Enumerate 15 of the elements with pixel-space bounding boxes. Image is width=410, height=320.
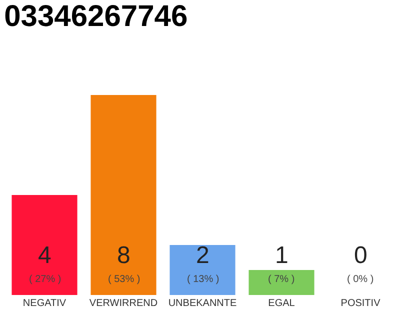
data-label: 1 ( 7% ) [268,242,295,285]
chart-title: 03346267746 [4,0,188,33]
x-tick-label: POSITIV [340,298,381,309]
x-tick-label: VERWIRREND [89,298,158,309]
bar [90,95,156,295]
x-tick-label: EGAL [268,298,296,309]
data-label: 8 ( 53% ) [108,242,140,285]
x-tick-label: NEGATIV [22,298,66,309]
x-tick-label: UNBEKANNTE [168,298,237,309]
data-label: 0 ( 0% ) [347,242,374,285]
data-label: 4 ( 27% ) [29,242,62,285]
bar [248,270,314,295]
bar [12,195,78,295]
data-label: 2 ( 13% ) [187,242,220,285]
bar [170,245,236,295]
